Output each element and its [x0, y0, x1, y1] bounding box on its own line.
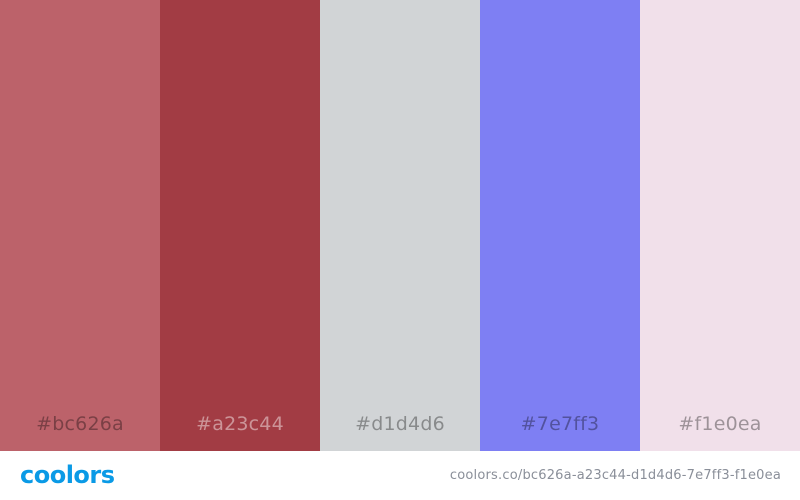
palette: #bc626a #a23c44 #d1d4d6 #7e7ff3 #f1e0ea	[0, 0, 800, 451]
palette-url[interactable]: coolors.co/bc626a-a23c44-d1d4d6-7e7ff3-f…	[449, 468, 781, 483]
coolors-logo[interactable]: coolors	[20, 461, 115, 489]
color-swatch-5[interactable]: #f1e0ea	[640, 0, 800, 451]
swatch-hex-label: #f1e0ea	[678, 413, 762, 435]
swatch-hex-label: #7e7ff3	[520, 413, 600, 435]
color-swatch-1[interactable]: #bc626a	[0, 0, 160, 451]
color-swatch-4[interactable]: #7e7ff3	[480, 0, 640, 451]
color-swatch-2[interactable]: #a23c44	[160, 0, 320, 451]
swatch-hex-label: #a23c44	[196, 413, 284, 435]
footer: coolors coolors.co/bc626a-a23c44-d1d4d6-…	[0, 451, 800, 500]
color-swatch-3[interactable]: #d1d4d6	[320, 0, 480, 451]
swatch-hex-label: #d1d4d6	[355, 413, 445, 435]
swatch-hex-label: #bc626a	[36, 413, 124, 435]
